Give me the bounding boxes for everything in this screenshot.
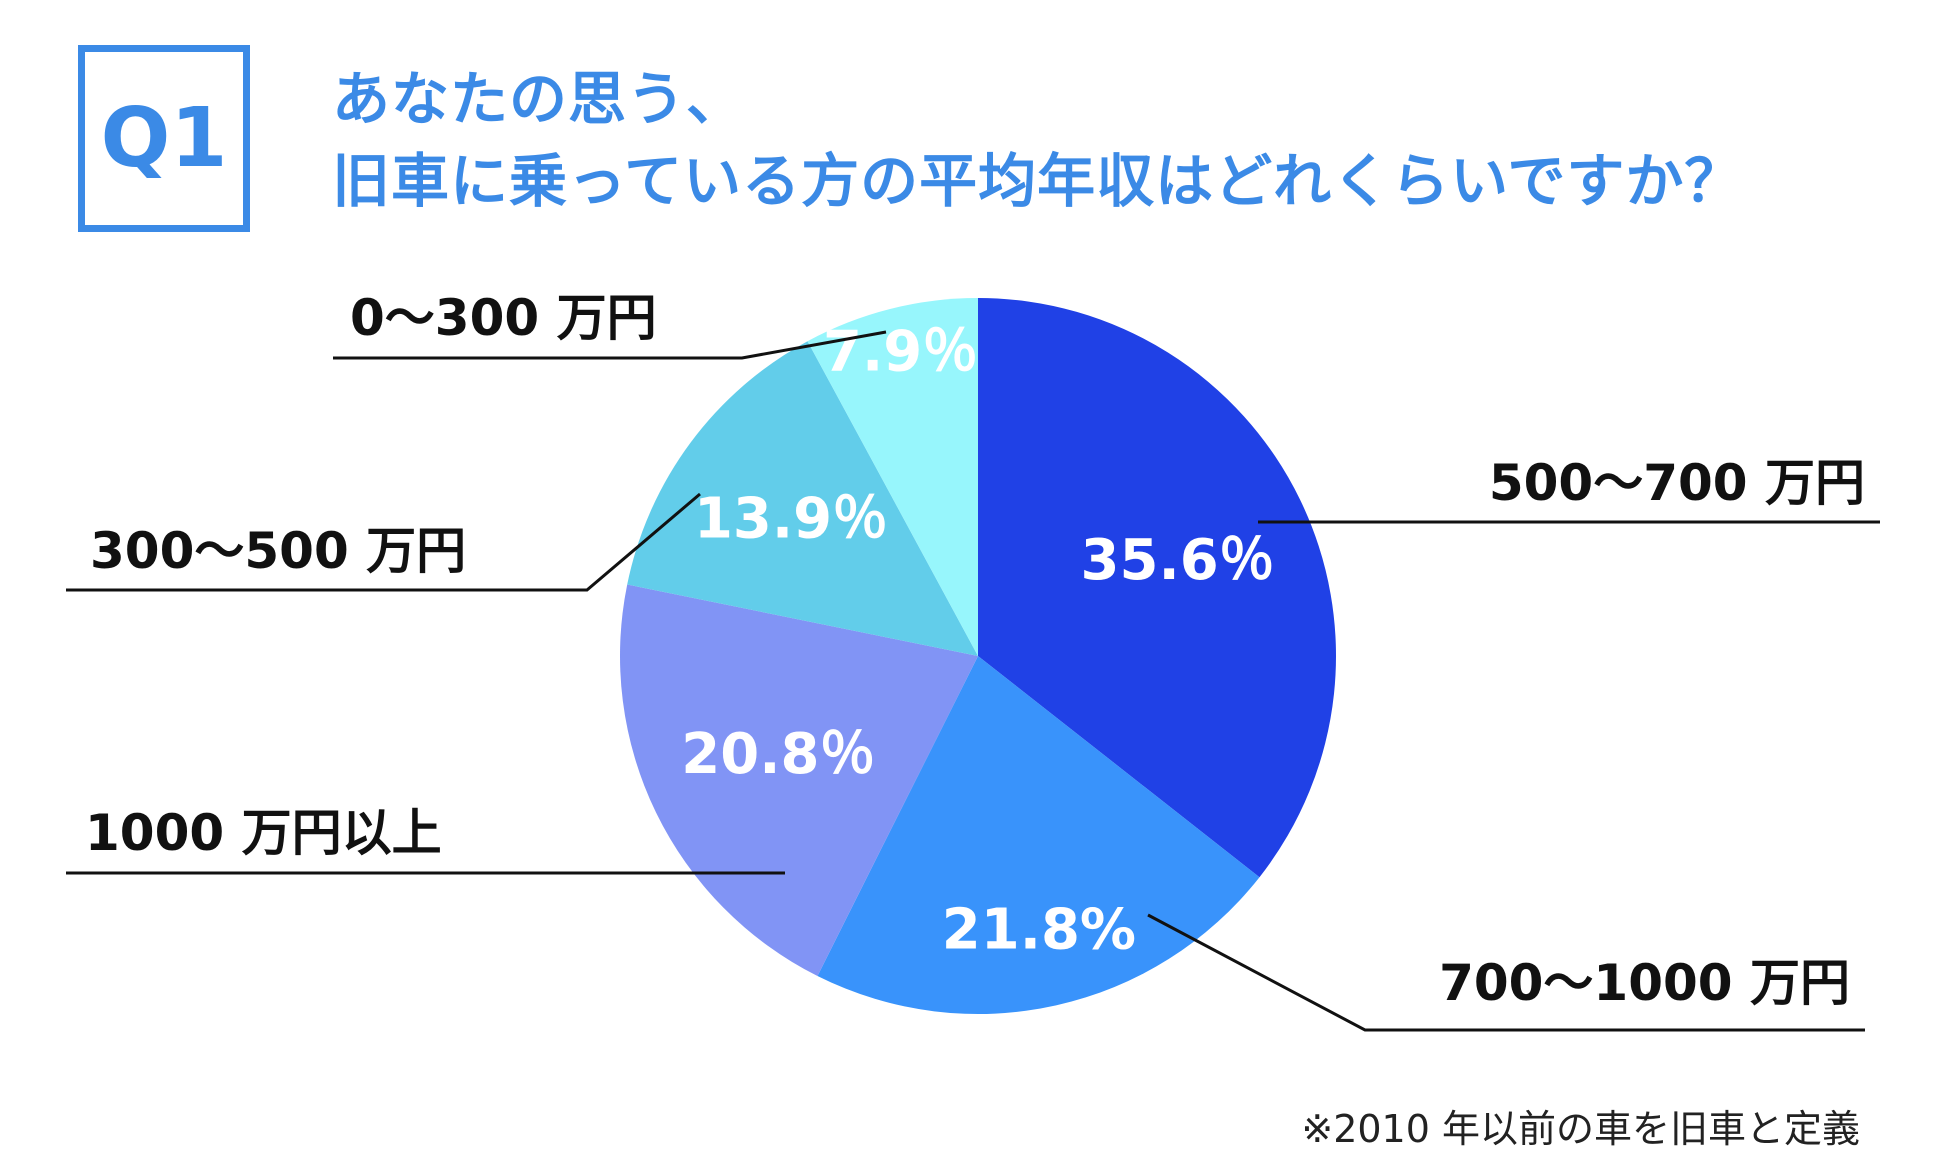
footnote: ※2010 年以前の車を旧車と定義 — [1301, 1107, 1860, 1151]
leader-line — [1147, 913, 1865, 1032]
question-badge-text: Q1 — [100, 91, 228, 186]
slice-percentage-label: 7.9％ — [823, 320, 978, 385]
slice-percentage-label: 21.8% — [942, 898, 1136, 963]
pie-slice — [817, 656, 1260, 1014]
pie-slice — [627, 341, 978, 656]
slice-percentage-label: 35.6％ — [1081, 528, 1275, 593]
title-line-1: あなたの思う、 — [332, 65, 746, 133]
question-badge: Q1 — [78, 45, 250, 232]
title-line-2: 旧車に乗っている方の平均年収はどれくらいですか？ — [332, 147, 1744, 215]
pie-slice — [807, 298, 978, 656]
category-label: 700〜1000 万円 — [1439, 954, 1850, 1012]
slice-percentage-label: 20.8％ — [681, 722, 875, 787]
category-label: 300〜500 万円 — [90, 522, 466, 580]
pie-slice — [978, 298, 1336, 878]
pie-slice — [620, 584, 978, 976]
category-label: 0〜300 万円 — [350, 289, 657, 347]
category-label: 500〜700 万円 — [1489, 454, 1865, 512]
leader-line — [66, 492, 701, 592]
leader-line — [333, 330, 887, 360]
slice-percentage-label: 13.9％ — [694, 486, 888, 551]
page-title: あなたの思う、 旧車に乗っている方の平均年収はどれくらいですか？ — [332, 58, 1743, 222]
category-label: 1000 万円以上 — [85, 804, 442, 862]
